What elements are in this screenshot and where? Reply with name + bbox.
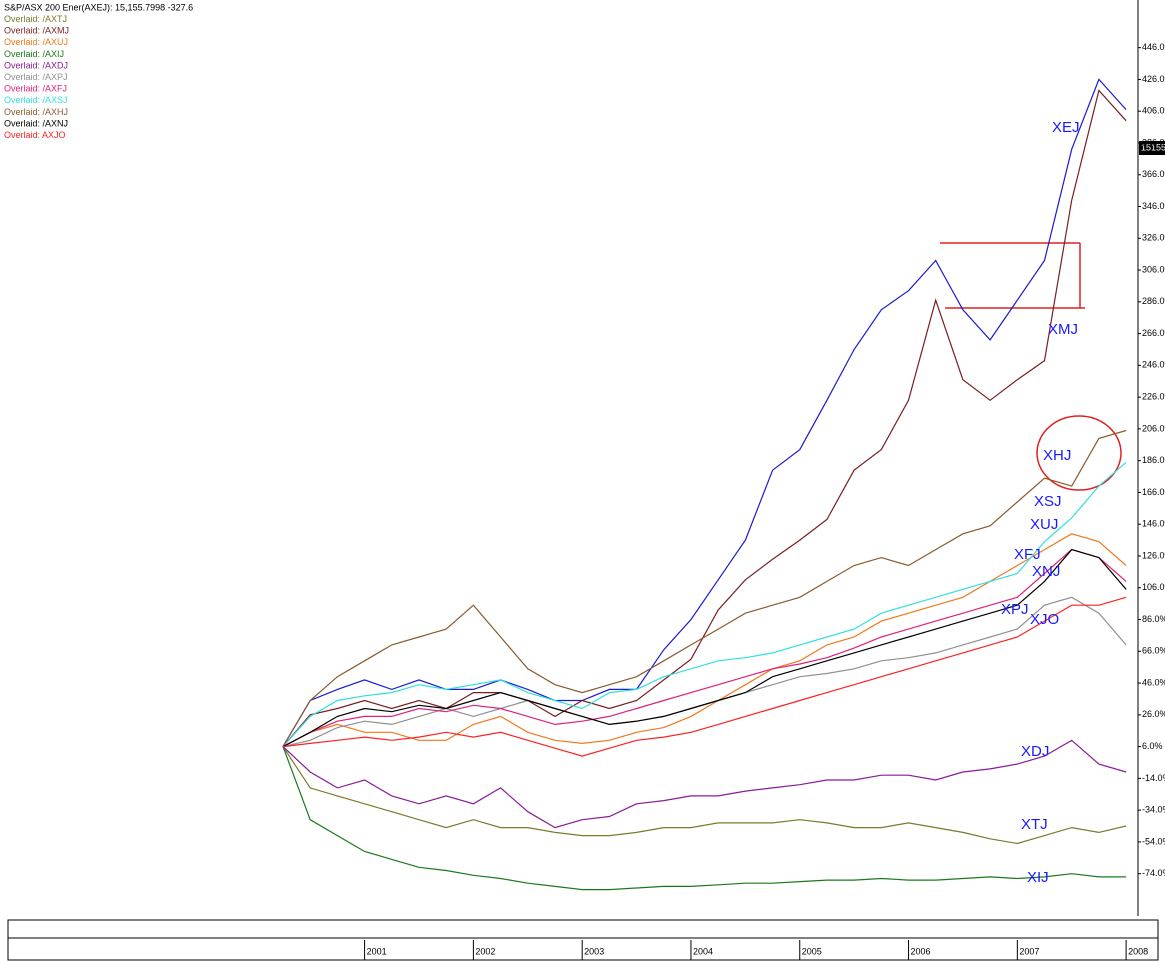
annotation: XFJ	[1014, 546, 1041, 563]
y-tick-label: 46.0%	[1142, 677, 1165, 687]
y-tick-label: -54.0%	[1142, 836, 1165, 846]
x-tick-label: 2006	[911, 946, 931, 956]
x-tick-label: 2003	[584, 946, 604, 956]
annotation: XJO	[1030, 611, 1059, 628]
annotation: XTJ	[1021, 816, 1048, 833]
annotation: XDJ	[1021, 743, 1049, 760]
y-tick-label: 386.0%	[1142, 137, 1165, 147]
y-tick-label: -74.0%	[1142, 868, 1165, 878]
y-tick-label: 26.0%	[1142, 709, 1165, 719]
annotation: XPJ	[1001, 601, 1029, 618]
series-line	[282, 548, 1127, 748]
y-tick-label: 146.0%	[1142, 519, 1165, 529]
annotation: XSJ	[1034, 493, 1062, 510]
y-tick-label: 166.0%	[1142, 487, 1165, 497]
series-line	[282, 596, 1127, 757]
legend-entry: Overlaid: /AXNJ	[4, 118, 68, 128]
series-line	[282, 78, 1127, 747]
annotation: XIJ	[1027, 869, 1049, 886]
y-tick-label: 206.0%	[1142, 423, 1165, 433]
series-line	[282, 739, 1127, 829]
legend-entry: S&P/ASX 200 Ener(AXEJ): 15,155.7998 -327…	[4, 2, 193, 12]
annotation: XHJ	[1043, 447, 1071, 464]
x-tick-label: 2008	[1128, 946, 1148, 956]
legend-entry: Overlaid: AXJO	[4, 130, 66, 140]
y-tick-label: 226.0%	[1142, 392, 1165, 402]
legend-entry: Overlaid: /AXUJ	[4, 37, 68, 47]
y-tick-label: 86.0%	[1142, 614, 1165, 624]
y-tick-label: 446.0%	[1142, 42, 1165, 52]
series-line	[282, 533, 1127, 748]
x-tick-label: 2004	[693, 946, 713, 956]
y-tick-label: 186.0%	[1142, 455, 1165, 465]
x-tick-label: 2002	[475, 946, 495, 956]
series-line	[282, 429, 1127, 747]
series-line	[282, 89, 1127, 747]
last-value-label: 15155.8	[1141, 142, 1165, 152]
y-tick-label: 66.0%	[1142, 646, 1165, 656]
x-tick-label: 2005	[802, 946, 822, 956]
y-tick-label: 326.0%	[1142, 233, 1165, 243]
y-tick-label: -14.0%	[1142, 773, 1165, 783]
legend-entry: Overlaid: /AXTJ	[4, 14, 67, 24]
series-line	[282, 746, 1127, 845]
y-tick-label: 246.0%	[1142, 360, 1165, 370]
y-tick-label: 366.0%	[1142, 169, 1165, 179]
x-tick-label: 2001	[367, 946, 387, 956]
y-tick-label: 406.0%	[1142, 106, 1165, 116]
series-line	[282, 746, 1127, 891]
y-tick-label: 6.0%	[1142, 741, 1163, 751]
y-tick-label: 286.0%	[1142, 296, 1165, 306]
series-line	[282, 548, 1127, 748]
annotation: XUJ	[1030, 516, 1058, 533]
legend-entry: Overlaid: /AXIJ	[4, 49, 64, 59]
y-tick-label: 346.0%	[1142, 201, 1165, 211]
y-tick-label: 306.0%	[1142, 264, 1165, 274]
x-tick-label: 2007	[1019, 946, 1039, 956]
annotation: XEJ	[1052, 119, 1080, 136]
time-axis-box	[7, 919, 1159, 961]
legend-entry: Overlaid: /AXFJ	[4, 84, 67, 94]
legend-entry: Overlaid: /AXDJ	[4, 60, 68, 70]
legend-entry: Overlaid: /AXPJ	[4, 72, 68, 82]
y-tick-label: -34.0%	[1142, 805, 1165, 815]
last-value-box	[1139, 141, 1165, 155]
y-tick-label: 266.0%	[1142, 328, 1165, 338]
legend-entry: Overlaid: /AXMJ	[4, 26, 69, 36]
legend-entry: Overlaid: /AXHJ	[4, 107, 68, 117]
series-line	[282, 461, 1127, 748]
drawn-circle	[1036, 415, 1122, 491]
annotation: XNJ	[1032, 563, 1060, 580]
legend-entry: Overlaid: /AXSJ	[4, 95, 68, 105]
y-tick-label: 126.0%	[1142, 550, 1165, 560]
y-tick-label: 426.0%	[1142, 74, 1165, 84]
y-tick-label: 106.0%	[1142, 582, 1165, 592]
annotation: XMJ	[1048, 321, 1078, 338]
